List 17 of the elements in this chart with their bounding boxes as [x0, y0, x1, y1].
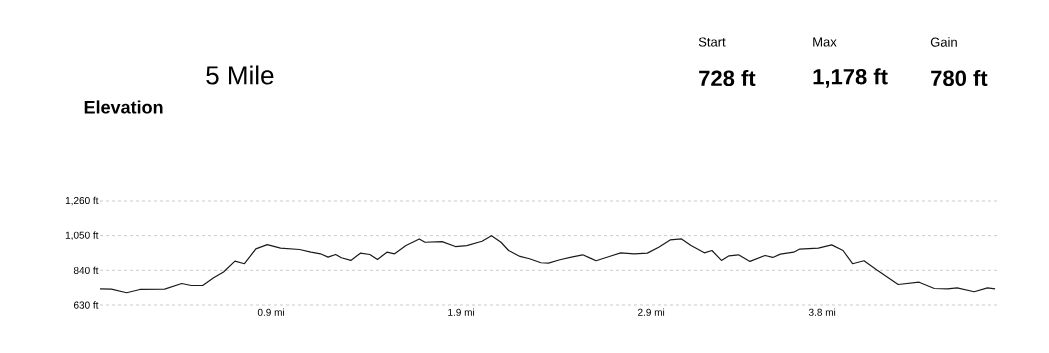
chart-title: Elevation — [84, 100, 163, 114]
y-tick-label: 840 ft — [73, 266, 99, 274]
x-tick-label: 2.9 mi — [638, 308, 665, 316]
x-tick-label: 3.8 mi — [808, 308, 836, 316]
text: Max — [813, 37, 837, 47]
text: 780 ft — [931, 69, 988, 87]
x-tick-label: 0.9 mi — [257, 308, 284, 316]
y-tick-label: 1,050 ft — [65, 231, 99, 240]
text: 1,178 ft — [813, 68, 888, 88]
x-tick-label: 1.9 mi — [448, 308, 475, 316]
text: Start — [698, 37, 726, 47]
line-series — [99, 235, 996, 294]
y-tick-label: 1,260 ft — [65, 196, 99, 206]
text: 728 ft — [699, 69, 756, 87]
text: 5 Mile — [206, 65, 274, 85]
text: Gain — [930, 37, 957, 47]
y-tick-label: 630 ft — [73, 301, 99, 309]
